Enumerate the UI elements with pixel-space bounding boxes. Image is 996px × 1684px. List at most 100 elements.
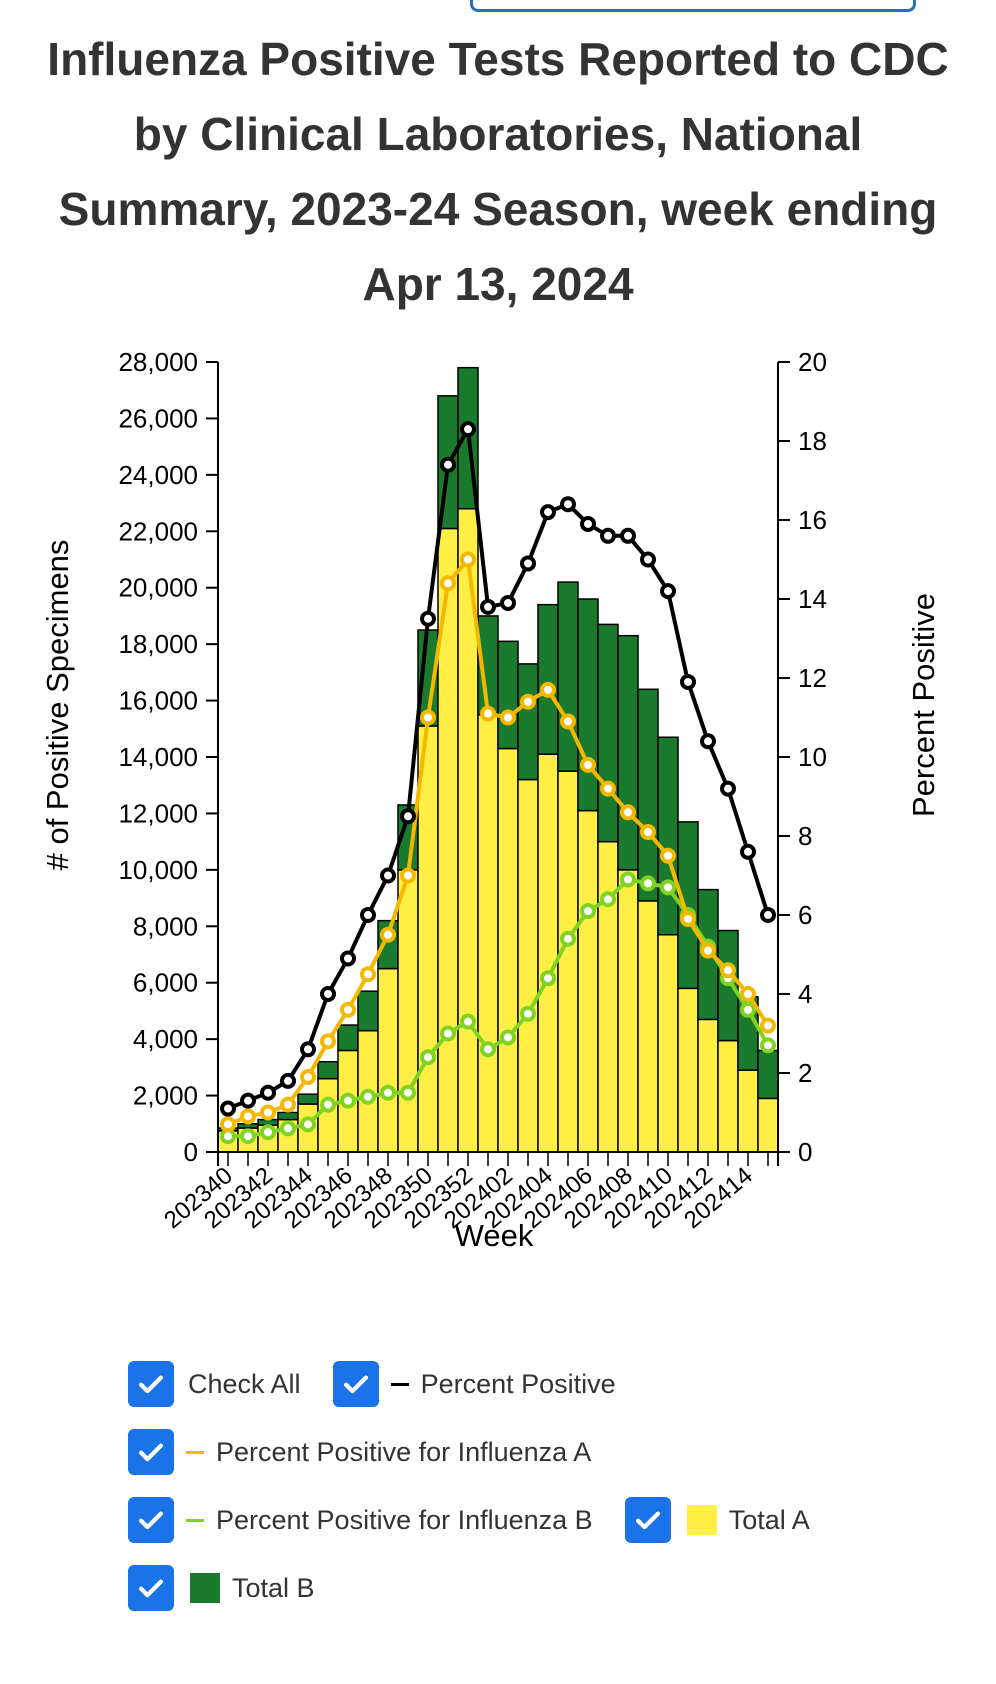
point-percent-positive — [560, 496, 576, 513]
checkmark-icon — [138, 1375, 164, 1394]
lines-group — [220, 421, 776, 1145]
bar-total-a — [717, 1039, 739, 1153]
point-percent-positive-a — [760, 1017, 776, 1034]
y-tick-label: 12,000 — [118, 798, 198, 828]
bar-total-a — [537, 753, 559, 1153]
point-percent-positive-a — [220, 1116, 236, 1133]
point-percent-positive — [620, 527, 636, 544]
checkmark-icon — [343, 1375, 368, 1394]
chart: 0 2,000 4,000 6,000 8,000 10,000 12,000 14,000 1… — [40, 347, 941, 1253]
legend-percent-positive[interactable]: Percent Positive — [332, 1361, 616, 1407]
bar-total-b — [597, 623, 619, 843]
point-percent-positive — [680, 673, 696, 690]
x-axis-label: Week — [455, 1218, 534, 1253]
line-swatch-black — [390, 1382, 409, 1386]
y-tick-label: 6,000 — [133, 968, 198, 998]
point-percent-positive-a — [360, 966, 376, 983]
point-percent-positive-b — [640, 875, 656, 892]
point-percent-positive-a — [540, 681, 556, 698]
point-percent-positive-b — [760, 1037, 776, 1054]
bar-total-a — [497, 747, 519, 1153]
line-percent-positive-a — [227, 557, 770, 1127]
y2-tick-label: 20 — [798, 347, 827, 377]
legend-check-all[interactable]: Check All — [128, 1361, 301, 1407]
bar-total-b — [757, 1049, 779, 1100]
point-percent-positive — [740, 843, 756, 860]
legend-total-a[interactable]: Total A — [624, 1497, 810, 1543]
bar-total-a — [317, 1077, 339, 1153]
checkmark-icon — [138, 1511, 164, 1530]
y2-tick-label: 0 — [798, 1137, 812, 1167]
checkbox-percent-positive[interactable] — [332, 1361, 379, 1407]
point-percent-positive — [480, 598, 496, 615]
y-tick-label: 0 — [184, 1137, 198, 1167]
point-percent-positive-b — [740, 1001, 756, 1018]
line-percent-positive-b — [228, 877, 770, 1139]
bar-total-a — [697, 1018, 719, 1153]
point-percent-positive — [700, 733, 716, 750]
checkbox-check-all[interactable] — [128, 1361, 174, 1407]
point-percent-positive-b — [580, 903, 596, 920]
point-percent-positive-a — [640, 824, 656, 841]
point-percent-positive-a — [240, 1108, 256, 1125]
bar-total-a — [397, 869, 419, 1153]
point-percent-positive — [760, 907, 776, 923]
point-percent-positive-a — [700, 942, 716, 959]
point-percent-positive-b — [480, 1041, 496, 1058]
y-tick-label: 26,000 — [118, 403, 198, 433]
point-percent-positive-a — [340, 1001, 356, 1018]
point-percent-positive-a — [660, 847, 676, 864]
point-percent-positive-a — [480, 705, 496, 722]
point-percent-positive-b — [380, 1084, 396, 1101]
y2-tick-label: 12 — [798, 663, 827, 693]
checkmark-icon — [635, 1511, 660, 1530]
legend-label-percent-positive-b: Percent Positive for Influenza B — [216, 1504, 593, 1535]
legend-percent-positive-b[interactable]: Percent Positive for Influenza B — [128, 1497, 593, 1543]
point-percent-positive-b — [500, 1029, 516, 1046]
checkbox-percent-positive-a[interactable] — [128, 1429, 174, 1475]
point-percent-positive-b — [420, 1049, 436, 1066]
point-percent-positive — [400, 808, 416, 825]
bar-total-a — [617, 869, 639, 1153]
legend-total-b[interactable]: Total B — [128, 1565, 315, 1611]
point-percent-positive-b — [280, 1120, 296, 1137]
checkbox-total-a[interactable] — [624, 1497, 671, 1543]
legend-percent-positive-a[interactable]: Percent Positive for Influenza A — [128, 1429, 591, 1475]
bar-total-a — [757, 1097, 779, 1153]
point-percent-positive-a — [260, 1104, 276, 1121]
point-percent-positive — [640, 551, 656, 568]
y-tick-label: 28,000 — [118, 347, 198, 377]
point-percent-positive — [420, 610, 436, 627]
point-percent-positive — [580, 515, 596, 532]
point-percent-positive-a — [580, 756, 596, 773]
point-percent-positive — [320, 986, 336, 1002]
point-percent-positive-b — [560, 930, 576, 947]
point-percent-positive-a — [460, 551, 476, 568]
point-percent-positive-a — [600, 780, 616, 797]
point-percent-positive — [500, 594, 516, 611]
point-percent-positive — [340, 950, 356, 967]
bars-group — [217, 366, 779, 1153]
point-percent-positive-a — [740, 986, 756, 1002]
bar-total-a — [477, 713, 499, 1153]
point-percent-positive-b — [440, 1025, 456, 1042]
point-percent-positive-b — [460, 1013, 476, 1030]
bar-total-b — [637, 688, 659, 902]
point-percent-positive-a — [680, 910, 696, 927]
checkbox-percent-positive-b[interactable] — [128, 1497, 174, 1543]
point-percent-positive-a — [320, 1033, 336, 1050]
y-tick-label: 22,000 — [118, 516, 198, 546]
point-percent-positive-b — [400, 1084, 416, 1101]
point-percent-positive-a — [280, 1096, 296, 1113]
y-tick-label: 20,000 — [118, 573, 198, 603]
y-tick-label: 10,000 — [118, 855, 198, 885]
checkbox-total-b[interactable] — [128, 1565, 174, 1611]
bar-total-a — [737, 1069, 759, 1153]
y-axis-label: # of Positive Specimens — [40, 540, 75, 871]
y-tick-label: 8,000 — [133, 911, 198, 941]
top-tab-edge[interactable] — [470, 0, 916, 12]
y2-tick-label: 10 — [798, 742, 827, 772]
point-percent-positive-b — [260, 1124, 276, 1141]
point-percent-positive-b — [300, 1116, 316, 1133]
legend-label-percent-positive-a: Percent Positive for Influenza A — [216, 1436, 592, 1467]
